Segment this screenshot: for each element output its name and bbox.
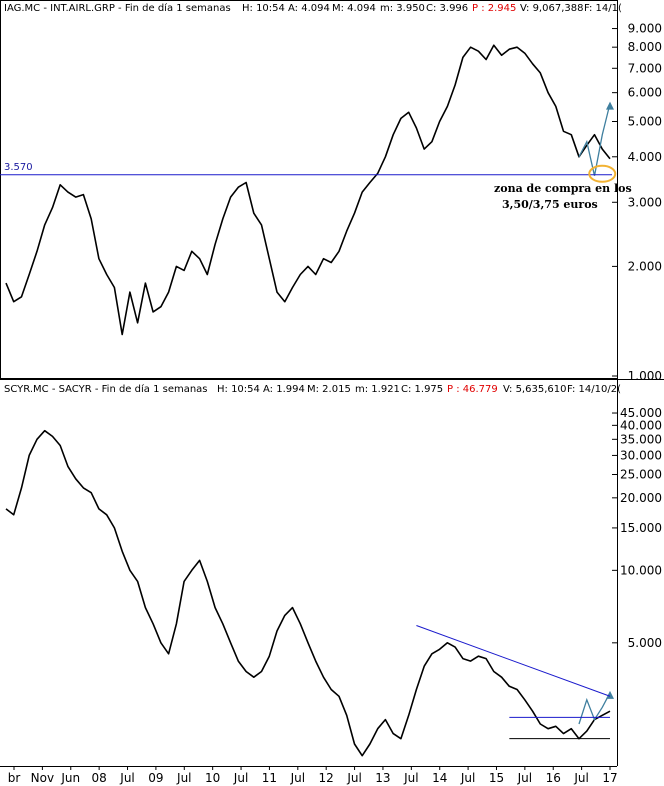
panel2-h: H: 10:54 (217, 384, 260, 395)
panel1-a: A: 4.094 (288, 3, 330, 14)
panel1-ytick-label: 5.000 (628, 114, 662, 128)
buy-zone-highlight (588, 164, 617, 183)
panel1-m-lower: m: 3.950 (380, 3, 425, 14)
xtick-label: 16 (546, 771, 561, 785)
panel2-price-series (5, 429, 611, 757)
xtick-label: 08 (92, 771, 107, 785)
panel2-projection-path (578, 692, 611, 725)
xtick-label: Jul (346, 771, 361, 785)
panel2-symbol: SCYR.MC - SACYR - Fin de día 1 semanas (4, 383, 208, 395)
panel1-projection-arrowhead (606, 101, 614, 110)
panel2-ytick-label: 15.000 (620, 521, 662, 535)
xtick-label: 10 (205, 771, 220, 785)
xtick-label: br (8, 771, 21, 785)
panel1-ytick-label: 4.000 (628, 150, 662, 164)
panel1-ytick-label: 8.000 (628, 40, 662, 54)
panel1-v: V: 9,067,388 (520, 3, 583, 14)
panel1-f: F: 14/1( (584, 3, 622, 14)
xtick-label: 09 (148, 771, 163, 785)
panel1-ytick-label: 9.000 (628, 22, 662, 36)
panel1-ytick-label: 3.000 (628, 195, 662, 209)
panel1-price-series (5, 44, 611, 336)
panel2-ytick-label: 45.000 (620, 406, 662, 420)
xtick-label: 15 (489, 771, 504, 785)
panel1-ytick-label: 7.000 (628, 61, 662, 75)
panel2-ytick-label: 35.000 (620, 432, 662, 446)
xtick-label: Jul (517, 771, 532, 785)
buy-zone-annotation-line1: zona de compra en los (494, 182, 632, 195)
xtick-label: Jul (233, 771, 248, 785)
buy-zone-annotation-line2: 3,50/3,75 euros (502, 198, 598, 211)
xtick-label: Jul (119, 771, 134, 785)
panel1-h: H: 10:54 (242, 3, 285, 14)
panel2-ytick-label: 20.000 (620, 491, 662, 505)
panel1-header: IAG.MC - INT.AIRL.GRP - Fin de día 1 sem… (4, 2, 622, 14)
xtick-label: Jul (176, 771, 191, 785)
xtick-label: Jul (403, 771, 418, 785)
panel2-header: SCYR.MC - SACYR - Fin de día 1 semanas H… (4, 383, 621, 395)
panel2-f: F: 14/10/2( (567, 384, 621, 395)
panel2-p: P : 46.779 (447, 384, 498, 395)
xtick-label: 12 (319, 771, 334, 785)
panel2-ytick-label: 25.000 (620, 467, 662, 481)
panel1-ytick-label: 6.000 (628, 86, 662, 100)
panel1-symbol: IAG.MC - INT.AIRL.GRP - Fin de día 1 sem… (4, 2, 231, 14)
panel2-ytick-label: 10.000 (620, 563, 662, 577)
panel2-m-upper: M: 2.015 (307, 384, 351, 395)
panel2-ytick-label: 40.000 (620, 418, 662, 432)
panel2-ytick-label: 30.000 (620, 448, 662, 462)
panel1-ytick-label: 1.000 (628, 369, 662, 383)
xtick-label: 13 (375, 771, 390, 785)
plot-layer: 9.000 8.000 7.000 6.000 5.000 4.000 3.000 2.000… (0, 22, 662, 785)
panel2-a: A: 1.994 (263, 384, 305, 395)
panel1-p: P : 2.945 (472, 3, 516, 14)
panel1-support-label: 3.570 (4, 162, 33, 173)
panel2-downtrend-line (416, 625, 611, 697)
panel2-m-lower: m: 1.921 (355, 384, 400, 395)
panel1-m-upper: M: 4.094 (332, 3, 376, 14)
xtick-label: Jul (573, 771, 588, 785)
xtick-label: 17 (602, 771, 617, 785)
xtick-label: 11 (262, 771, 277, 785)
panel1-projection-path (578, 103, 611, 176)
panel2-v: V: 5,635,610 (503, 384, 566, 395)
xtick-label: Jul (290, 771, 305, 785)
xtick-label: Nov (31, 771, 54, 785)
xtick-label: Jun (60, 771, 80, 785)
panel2-projection-arrowhead (606, 690, 614, 699)
xtick-label: Jul (460, 771, 475, 785)
panel2-c: C: 1.975 (401, 384, 443, 395)
xtick-label: 14 (432, 771, 447, 785)
panel1-ytick-label: 2.000 (628, 259, 662, 273)
panel1-c: C: 3.996 (426, 3, 468, 14)
panel2-ytick-label: 5.000 (628, 636, 662, 650)
